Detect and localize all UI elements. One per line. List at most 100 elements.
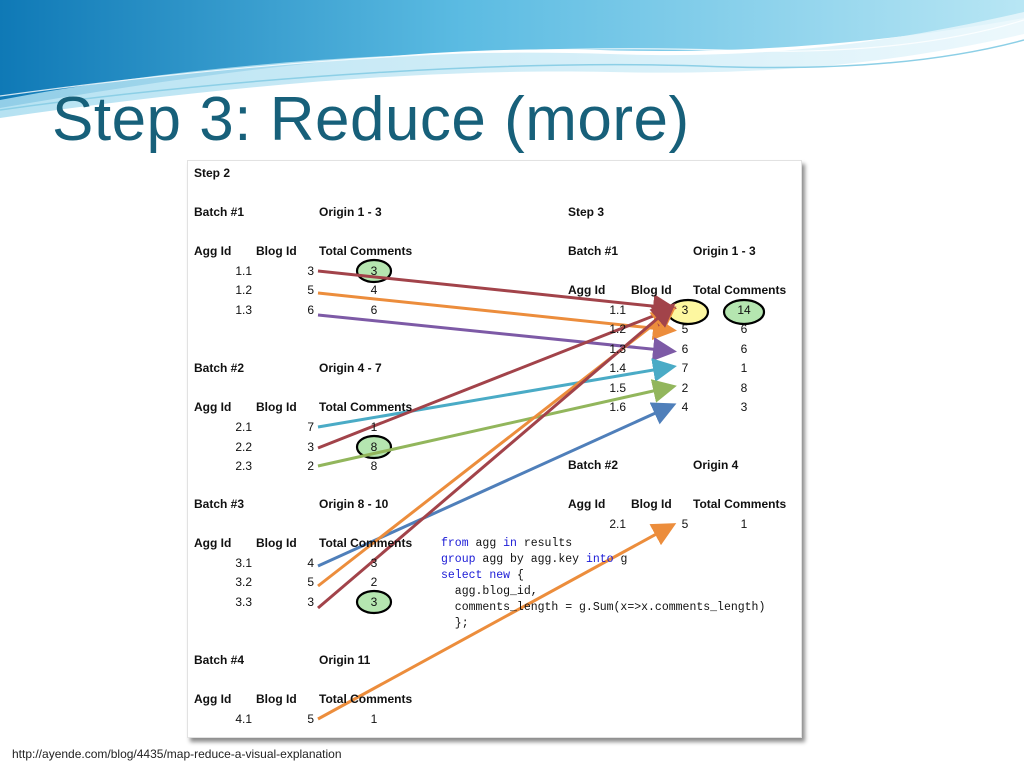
s2-b1-batch-label: Batch #1 <box>194 205 245 219</box>
s2-b3-r3-blog: 3 <box>307 595 314 609</box>
code-line-4: agg.blog_id, <box>441 585 538 598</box>
s2-b1-r1-agg: 1.1 <box>235 264 252 278</box>
s3-b1-r2-agg: 1.2 <box>609 322 626 336</box>
s3-b1-header-blog: Blog Id <box>631 283 672 297</box>
s2-b2-r2-agg: 2.2 <box>235 440 252 454</box>
s3-b1-r1-blog: 3 <box>681 303 689 317</box>
s3-b1-r6-agg: 1.6 <box>609 400 626 414</box>
code-line-6: }; <box>441 617 469 630</box>
s2-b1-r1-total: 3 <box>370 264 378 278</box>
s2-b1-origin: Origin 1 - 3 <box>319 205 382 219</box>
s2-b1-r3-total: 6 <box>370 303 378 317</box>
s2-b4-r1-total: 1 <box>370 712 378 726</box>
s3-b1-r5-agg: 1.5 <box>609 381 626 395</box>
s2-b3-r3-agg: 3.3 <box>235 595 252 609</box>
s3-b1-header-total: Total Comments <box>693 283 787 297</box>
s2-b2-r1-agg: 2.1 <box>235 420 252 434</box>
code-line-5: comments_length = g.Sum(x=>x.comments_le… <box>441 601 766 614</box>
s2-b2-batch-label: Batch #2 <box>194 361 245 375</box>
s3-b1-batch-label: Batch #1 <box>568 244 619 258</box>
source-link[interactable]: http://ayende.com/blog/4435/map-reduce-a… <box>12 747 342 761</box>
s2-b2-r1-total: 1 <box>370 420 378 434</box>
s3-b1-r3-blog: 6 <box>681 342 689 356</box>
s3-b1-r4-agg: 1.4 <box>609 361 626 375</box>
s2-b2-header-total: Total Comments <box>319 400 413 414</box>
s2-b3-r2-agg: 3.2 <box>235 575 252 589</box>
s2-b3-r1-total: 3 <box>370 556 378 570</box>
s2-b1-r2-total: 4 <box>370 283 378 297</box>
s3-b1-r1-agg: 1.1 <box>609 303 626 317</box>
s2-b2-r3-total: 8 <box>370 459 378 473</box>
header-wave-line-1 <box>0 39 1024 111</box>
s3-b2-r1-agg: 2.1 <box>609 517 626 531</box>
s2-b1-header-blog: Blog Id <box>256 244 297 258</box>
code-keyword-group: group <box>441 553 476 566</box>
code-keyword-from: from <box>441 537 469 550</box>
s2-b3-batch-label: Batch #3 <box>194 497 245 511</box>
s2-b4-header-blog: Blog Id <box>256 692 297 706</box>
header-wave-line-2 <box>0 19 1024 97</box>
s2-b4-r1-agg: 4.1 <box>235 712 252 726</box>
s2-b4-batch-label: Batch #4 <box>194 653 245 667</box>
code-line-3: select new { <box>441 568 765 584</box>
s3-b1-r6-total: 3 <box>740 400 748 414</box>
s3-b1-r5-total: 8 <box>740 381 748 395</box>
s2-b4-header-total: Total Comments <box>319 692 413 706</box>
code-text: agg by agg.key <box>475 553 586 566</box>
s3-b1-r3-total: 6 <box>740 342 748 356</box>
s3-b1-r4-total: 1 <box>740 361 748 375</box>
s2-b3-r2-total: 2 <box>370 575 378 589</box>
s3-b1-r1-total: 14 <box>737 303 751 317</box>
s3-b1-r3-agg: 1.3 <box>609 342 626 356</box>
s2-b1-r1-blog: 3 <box>307 264 314 278</box>
s2-b2-r1-blog: 7 <box>307 420 314 434</box>
code-text: g <box>613 553 628 566</box>
s2-b3-header-total: Total Comments <box>319 536 413 550</box>
code-text: agg <box>468 537 504 550</box>
s2-b3-header-blog: Blog Id <box>256 536 297 550</box>
s2-b1-header-agg: Agg Id <box>194 244 232 258</box>
s3-b2-r1-blog: 5 <box>681 517 689 531</box>
s2-b1-r2-agg: 1.2 <box>235 283 252 297</box>
code-keyword-select: select <box>441 569 483 582</box>
s2-b4-header-agg: Agg Id <box>194 692 232 706</box>
s3-b2-header-blog: Blog Id <box>631 497 672 511</box>
s2-b3-r3-total: 3 <box>370 595 378 609</box>
s2-b3-r2-blog: 5 <box>307 575 314 589</box>
code-snippet: from agg in results group agg by agg.key … <box>441 536 765 632</box>
s3-b1-origin: Origin 1 - 3 <box>693 244 756 258</box>
arrow-2-1 <box>317 358 677 429</box>
code-line-1: from agg in results <box>441 536 765 552</box>
s2-b3-header-agg: Agg Id <box>194 536 232 550</box>
slide-title: Step 3: Reduce (more) <box>52 85 690 154</box>
s2-b2-r2-total: 8 <box>370 440 378 454</box>
diagram-panel: Step 2 Batch #1 Origin 1 - 3 Agg Id Blog… <box>187 160 802 738</box>
s2-b3-origin: Origin 8 - 10 <box>319 497 389 511</box>
s2-b4-origin: Origin 11 <box>319 653 371 667</box>
s2-b2-header-agg: Agg Id <box>194 400 232 414</box>
code-keyword-into: into <box>585 553 614 566</box>
s3-b2-origin: Origin 4 <box>693 458 739 472</box>
s3-b1-r2-total: 6 <box>740 322 748 336</box>
s2-b2-origin: Origin 4 - 7 <box>319 361 382 375</box>
s2-b1-r3-blog: 6 <box>307 303 314 317</box>
s3-b2-r1-total: 1 <box>740 517 748 531</box>
s2-b2-r3-agg: 2.3 <box>235 459 252 473</box>
step2-label: Step 2 <box>194 166 231 180</box>
code-line-2: group agg by agg.key into g <box>441 552 765 568</box>
s2-b3-r1-blog: 4 <box>307 556 314 570</box>
s3-b1-r4-blog: 7 <box>681 361 689 375</box>
s2-b1-r3-agg: 1.3 <box>235 303 252 317</box>
code-text: results <box>516 537 573 550</box>
code-keyword-in: in <box>503 537 517 550</box>
s3-b1-r2-blog: 5 <box>681 322 689 336</box>
s2-b1-header-total: Total Comments <box>319 244 413 258</box>
s2-b4-r1-blog: 5 <box>307 712 314 726</box>
s2-b2-r2-blog: 3 <box>307 440 314 454</box>
s3-b2-header-agg: Agg Id <box>568 497 606 511</box>
s2-b2-r3-blog: 2 <box>307 459 314 473</box>
s2-b3-r1-agg: 3.1 <box>235 556 252 570</box>
s2-b1-r2-blog: 5 <box>307 283 314 297</box>
s2-b2-header-blog: Blog Id <box>256 400 297 414</box>
s3-b1-r6-blog: 4 <box>681 400 689 414</box>
